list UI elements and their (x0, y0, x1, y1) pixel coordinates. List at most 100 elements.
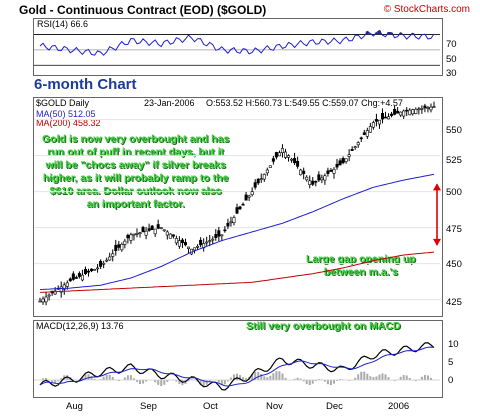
candle-body (429, 106, 433, 111)
candle-body (241, 203, 245, 206)
chart-title: Gold - Continuous Contract (EOD) ($GOLD) (19, 3, 267, 17)
candle-body (90, 268, 94, 272)
symbol-label: $GOLD Daily (36, 98, 90, 108)
candle-body (193, 247, 197, 251)
candle-body (86, 270, 90, 273)
credit-prefix: © (383, 4, 394, 15)
candle-body (374, 119, 378, 122)
chart-credit: © StockCharts.com (384, 4, 470, 15)
x-tick-sep: Sep (140, 401, 157, 412)
candle-body (311, 180, 315, 185)
candle-body (393, 108, 397, 115)
x-tick-aug: Aug (66, 401, 83, 412)
candle-body (120, 244, 124, 251)
candle-body (253, 182, 257, 188)
rsi-tick-30: 30 (446, 68, 457, 79)
candle-body (265, 169, 269, 174)
credit-brand: StockCharts.com (393, 4, 470, 15)
candle-body (126, 234, 130, 239)
candle-body (405, 109, 409, 112)
candle-body (150, 225, 154, 231)
candle-body (93, 269, 97, 271)
candle-body (41, 298, 45, 303)
candle-body (344, 158, 348, 163)
candle-body (329, 169, 333, 172)
x-tick-nov: Nov (266, 401, 283, 412)
rsi-tick-70: 70 (446, 39, 457, 50)
candle-body (317, 174, 321, 181)
candle-body (77, 273, 81, 277)
candle-body (408, 109, 412, 116)
candle-body (423, 105, 427, 109)
candle-body (65, 282, 69, 287)
candle-body (223, 229, 227, 232)
candle-body (387, 116, 391, 120)
candle-body (238, 206, 242, 210)
macd-signal-line (39, 346, 435, 387)
candle-body (390, 113, 394, 116)
candle-body (235, 207, 239, 214)
candle-body (323, 175, 327, 181)
candle-body (302, 170, 306, 174)
candle-body (347, 154, 351, 157)
candle-body (205, 241, 209, 244)
candle-body (396, 110, 400, 114)
candle-body (384, 116, 388, 119)
candle-body (53, 290, 57, 295)
candle-body (229, 221, 233, 224)
candle-body (232, 217, 236, 223)
candle-body (144, 230, 148, 236)
candle-body (414, 108, 418, 114)
candle-body (168, 233, 172, 239)
candle-body (99, 260, 103, 267)
candle-body (314, 180, 318, 183)
candle-body (256, 178, 260, 184)
candle-body (105, 259, 109, 262)
candle-body (187, 246, 191, 249)
rsi-label: RSI(14) 66.6 (37, 19, 89, 29)
candle-body (74, 277, 78, 279)
candle-body (271, 158, 275, 162)
candle-body (226, 222, 230, 227)
candle-body (196, 246, 200, 248)
price-panel (33, 97, 443, 317)
gap-arrow-head-up (433, 183, 441, 191)
candle-body (362, 132, 366, 135)
candle-body (153, 228, 157, 235)
price-tick-525: 525 (446, 155, 462, 166)
candle-body (283, 151, 287, 158)
price-tick-500: 500 (446, 187, 462, 198)
candle-body (44, 296, 48, 303)
candle-body (320, 177, 324, 181)
x-tick-dec: Dec (326, 401, 343, 412)
candle-body (250, 191, 254, 195)
candle-body (377, 119, 381, 125)
ohlc-label: O:553.52 H:560.73 L:549.55 C:559.07 Chg:… (206, 98, 403, 108)
candle-body (247, 195, 251, 198)
candle-body (183, 242, 187, 246)
candle-body (108, 256, 112, 261)
ma50-label: MA(50) 512.05 (36, 109, 96, 119)
candle-body (332, 168, 336, 174)
candle-body (308, 180, 312, 186)
macd-line (39, 342, 435, 391)
candle-body (83, 268, 87, 274)
candle-body (338, 160, 342, 166)
candle-body (353, 146, 357, 148)
candle-body (59, 286, 63, 293)
date-label: 23-Jan-2006 (144, 98, 195, 108)
macd-tick-0: 0 (448, 375, 454, 386)
ma200-line (39, 251, 435, 293)
price-tick-450: 450 (446, 259, 462, 270)
candle-body (299, 169, 303, 176)
macd-label: MACD(12,26,9) 13.76 (36, 321, 124, 331)
candle-body (268, 165, 272, 168)
candle-body (426, 107, 430, 109)
candle-body (274, 152, 278, 158)
candle-body (208, 240, 212, 242)
macd-tick-10: 10 (448, 339, 459, 350)
candle-body (62, 284, 66, 290)
candle-body (171, 234, 175, 237)
candle-body (129, 234, 133, 241)
